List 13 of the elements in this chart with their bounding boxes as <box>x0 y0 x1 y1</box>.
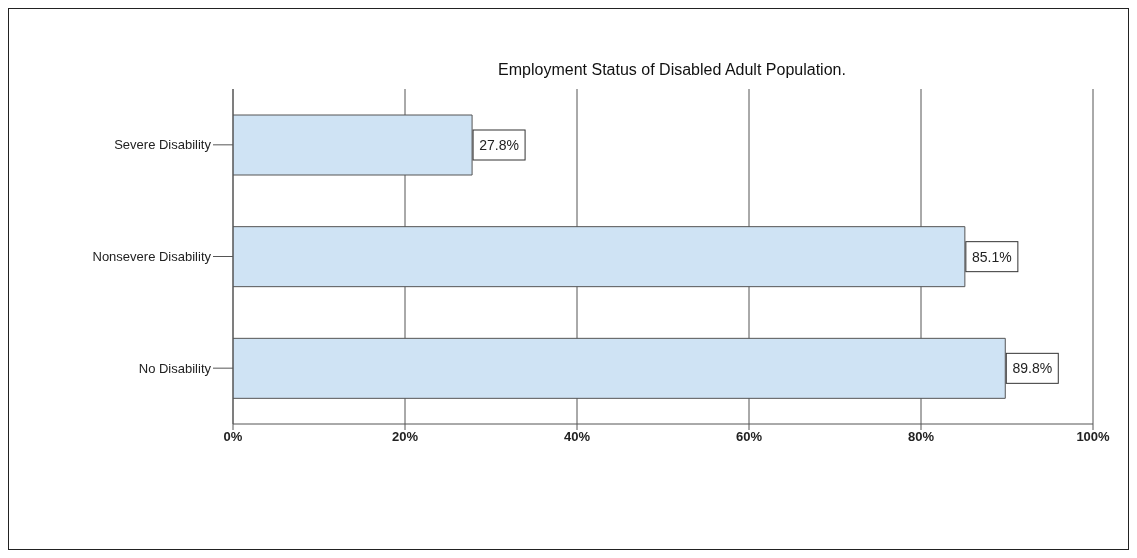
y-tick-label: No Disability <box>138 360 212 376</box>
chart-title: Employment Status of Disabled Adult Population. <box>497 61 847 79</box>
x-tick-label: 40% <box>563 429 591 445</box>
y-tick-label: Severe Disability <box>114 137 212 153</box>
data-label: 89.8% <box>1012 360 1053 377</box>
data-label: 85.1% <box>972 248 1012 265</box>
x-tick-label: 60% <box>735 429 763 445</box>
x-tick-label: 80% <box>907 429 935 445</box>
x-tick-label: 0% <box>223 429 243 445</box>
x-tick-label: 100% <box>1076 429 1111 445</box>
data-label: 27.8% <box>479 137 519 153</box>
y-tick-label: Nonsevere Disability <box>92 249 212 265</box>
x-tick-label: 20% <box>391 429 419 445</box>
